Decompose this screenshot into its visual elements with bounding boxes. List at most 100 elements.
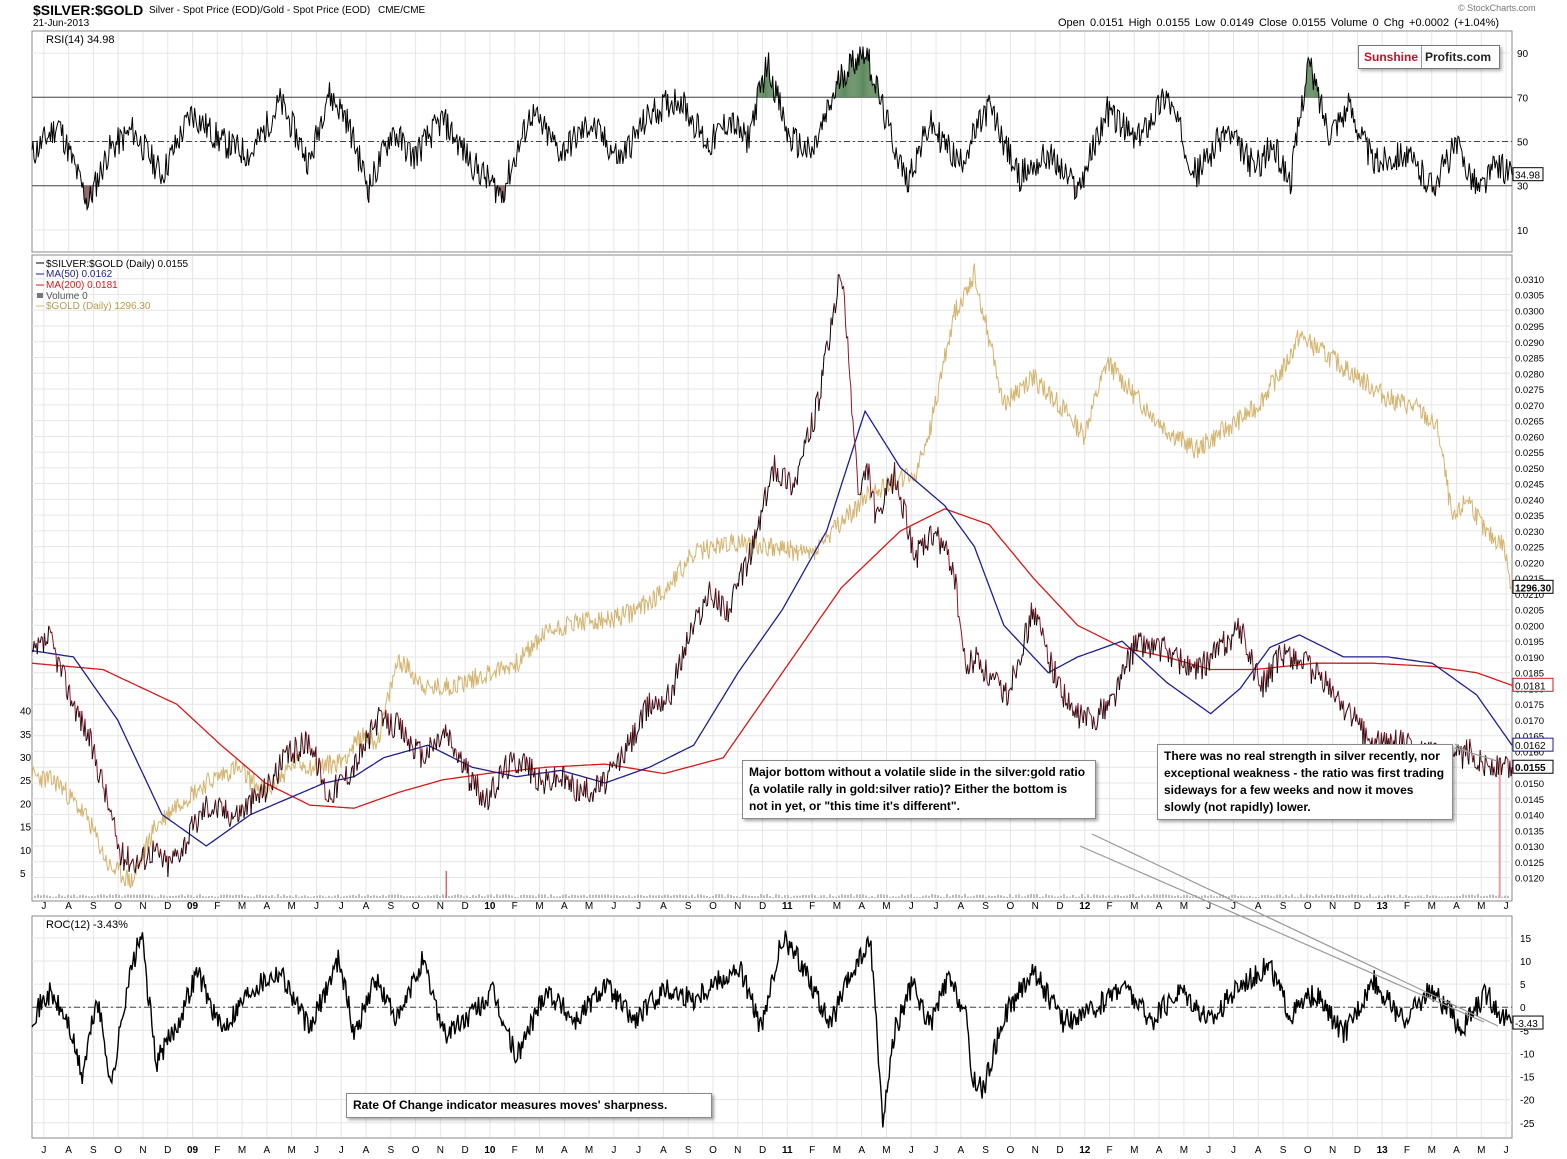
price-line <box>48 625 52 634</box>
annotation-pointer <box>1091 833 1499 1027</box>
x-tick-label: N <box>1032 901 1039 912</box>
price-line <box>282 748 286 753</box>
price-line <box>1278 645 1282 661</box>
volume-bar <box>1054 896 1056 898</box>
volume-bar <box>1075 896 1077 898</box>
volume-bar <box>1387 894 1389 898</box>
volume-bar <box>1402 896 1404 898</box>
volume-bar <box>1393 895 1395 898</box>
price-line <box>123 858 126 871</box>
price-line <box>461 758 465 774</box>
price-line <box>217 797 220 818</box>
price-line <box>227 810 231 827</box>
roc-last-value-box <box>1512 1015 1544 1030</box>
volume-bar <box>931 894 933 898</box>
volume-bar <box>1480 896 1482 898</box>
x-tick-label: S <box>387 1145 394 1156</box>
volume-bar <box>1429 895 1431 898</box>
volume-bar <box>1411 896 1413 898</box>
volume-bar <box>151 895 153 898</box>
price-line <box>41 636 44 653</box>
price-line <box>822 340 828 376</box>
x-tick-label: N <box>437 1145 444 1156</box>
volume-bar <box>1435 895 1437 898</box>
price-line <box>429 737 434 752</box>
price-line <box>780 468 784 487</box>
volume-bar <box>943 896 945 898</box>
volume-bar <box>751 896 753 898</box>
price-line <box>838 273 843 290</box>
price-line <box>355 753 358 771</box>
volume-bar <box>1306 894 1308 898</box>
volume-bar <box>448 896 450 898</box>
volume-bar <box>1003 896 1005 898</box>
price-line <box>272 774 275 791</box>
volume-bar <box>1243 896 1245 898</box>
volume-bar <box>1267 895 1269 898</box>
volume-bar <box>643 895 645 898</box>
volume-bar <box>313 895 315 898</box>
price-line <box>595 775 598 793</box>
volume-tick-label: 30 <box>20 753 32 764</box>
volume-bar <box>1396 896 1398 898</box>
volume-bar <box>1447 895 1449 898</box>
price-line <box>89 728 93 760</box>
main-tick-label: 0.0160 <box>1515 747 1544 758</box>
volume-bar <box>1420 895 1422 898</box>
price-line <box>382 709 387 727</box>
price-line <box>110 809 113 821</box>
volume-bar <box>871 895 873 898</box>
volume-bar <box>385 896 387 898</box>
volume-bar <box>856 894 858 898</box>
volume-bar <box>148 894 150 898</box>
volume-bar <box>1078 896 1080 898</box>
volume-bar <box>1282 896 1284 898</box>
x-tick-label: M <box>238 1145 246 1156</box>
price-line <box>1039 616 1043 636</box>
volume-bar <box>1345 895 1347 898</box>
volume-bar <box>880 894 882 898</box>
price-line <box>301 732 304 754</box>
price-line <box>260 784 263 798</box>
price-line <box>160 848 164 868</box>
volume-bar <box>1099 895 1101 898</box>
rsi-last-value-box <box>1512 167 1544 182</box>
volume-bar <box>85 895 87 898</box>
annotation-pointer <box>1454 743 1468 752</box>
legend-price: $SILVER:$GOLD (Daily) 0.0155 <box>46 259 189 270</box>
volume-bar <box>661 895 663 898</box>
x-tick-label: A <box>660 901 667 912</box>
rsi-overbought-fill <box>859 46 861 98</box>
main-tick-label: 0.0225 <box>1515 543 1544 554</box>
price-line <box>192 813 196 831</box>
volume-bar <box>937 895 939 898</box>
price-line <box>1149 637 1153 659</box>
price-line <box>36 637 39 655</box>
price-line <box>390 713 394 739</box>
price-line <box>777 468 780 483</box>
price-tag-box <box>1512 579 1554 594</box>
volume-bar <box>1024 896 1026 898</box>
volume-bar <box>322 895 324 898</box>
volume-bar <box>973 895 975 898</box>
volume-bar <box>1150 896 1152 898</box>
price-line <box>380 709 384 727</box>
price-line <box>127 846 130 872</box>
price-line <box>734 583 737 590</box>
volume-bar <box>1159 894 1161 898</box>
volume-bar <box>142 894 144 898</box>
chart-description: Silver - Spot Price (EOD)/Gold - Spot Pr… <box>149 5 371 16</box>
price-line <box>1253 662 1258 681</box>
volume-bar <box>403 896 405 898</box>
price-line <box>361 743 364 758</box>
volume-bar <box>1156 894 1158 898</box>
x-tick-label: J <box>611 901 616 912</box>
price-line <box>171 850 174 864</box>
volume-bar <box>853 896 855 898</box>
price-line <box>1380 732 1383 745</box>
volume-bar <box>427 895 429 898</box>
price-line <box>903 498 909 540</box>
price-line <box>1251 649 1255 681</box>
volume-bar <box>304 895 306 898</box>
volume-bar <box>697 894 699 898</box>
